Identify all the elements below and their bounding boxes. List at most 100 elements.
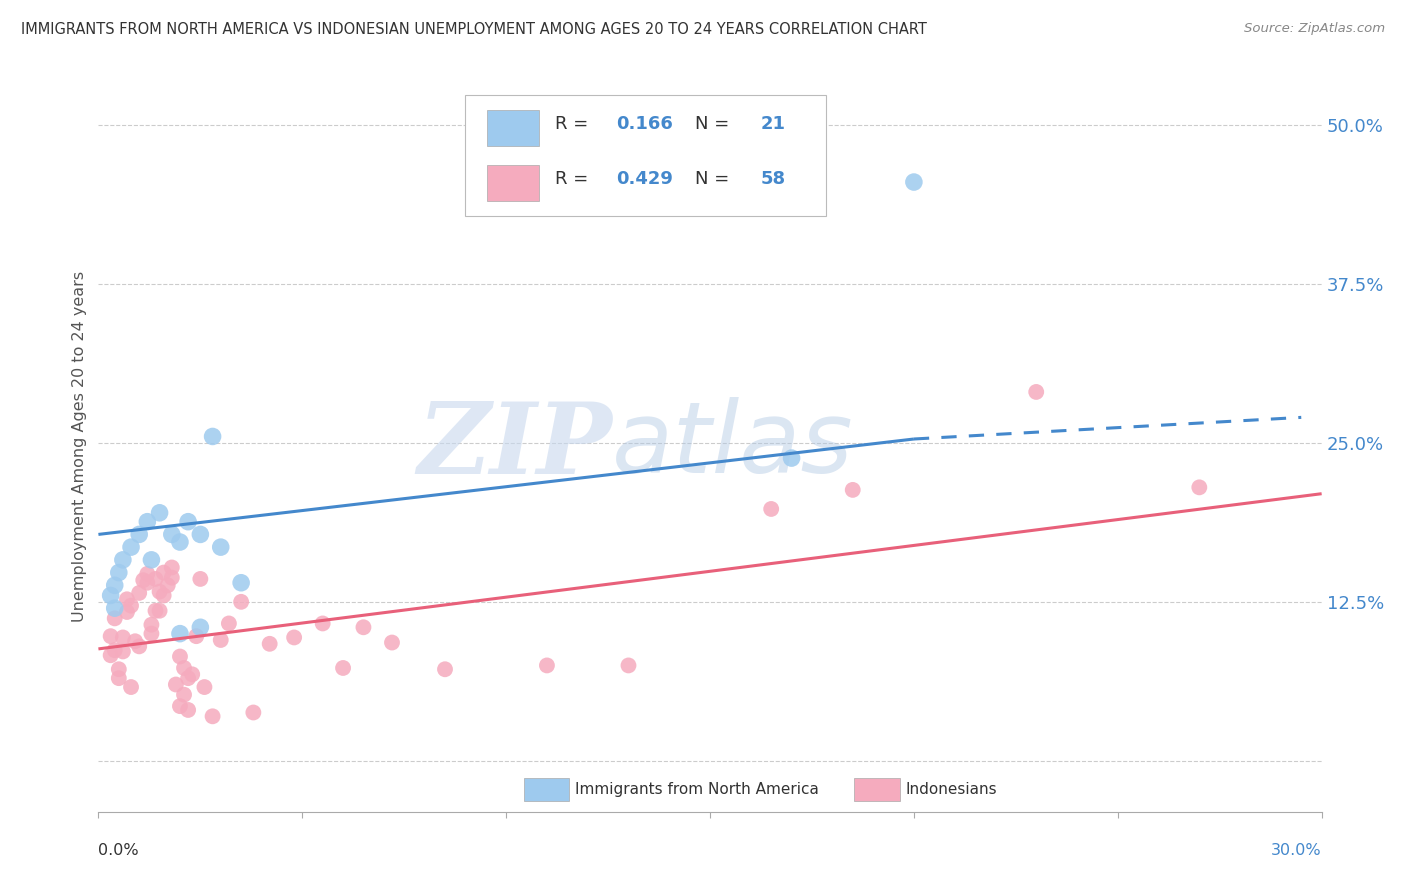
Point bbox=[169, 699, 191, 714]
Point bbox=[177, 703, 200, 717]
Point bbox=[169, 535, 191, 549]
Point bbox=[536, 658, 558, 673]
Point bbox=[173, 661, 195, 675]
Text: 0.429: 0.429 bbox=[616, 170, 672, 188]
Text: Source: ZipAtlas.com: Source: ZipAtlas.com bbox=[1244, 22, 1385, 36]
Point bbox=[434, 662, 457, 676]
Point bbox=[160, 527, 183, 541]
Point bbox=[761, 502, 783, 516]
Point bbox=[108, 662, 131, 676]
Point bbox=[104, 611, 127, 625]
Text: 0.166: 0.166 bbox=[616, 115, 672, 133]
Text: R =: R = bbox=[555, 115, 593, 133]
Point bbox=[312, 616, 335, 631]
Point bbox=[169, 649, 191, 664]
Point bbox=[231, 575, 253, 590]
Point bbox=[181, 667, 204, 681]
Text: N =: N = bbox=[696, 115, 735, 133]
Point bbox=[177, 671, 200, 685]
Point bbox=[115, 592, 138, 607]
Point bbox=[242, 706, 264, 720]
Point bbox=[1025, 384, 1047, 399]
Point bbox=[145, 572, 167, 586]
Point bbox=[352, 620, 374, 634]
Point bbox=[141, 617, 163, 632]
Point bbox=[100, 589, 122, 603]
Point bbox=[160, 571, 183, 585]
Point bbox=[152, 589, 174, 603]
Point bbox=[173, 688, 195, 702]
Text: Immigrants from North America: Immigrants from North America bbox=[575, 781, 820, 797]
Point bbox=[149, 584, 172, 599]
Point bbox=[209, 540, 232, 554]
FancyBboxPatch shape bbox=[488, 110, 538, 145]
Point bbox=[104, 578, 127, 592]
Point bbox=[120, 540, 142, 554]
FancyBboxPatch shape bbox=[488, 165, 538, 201]
Point bbox=[201, 429, 224, 443]
Text: ZIP: ZIP bbox=[418, 398, 612, 494]
Point bbox=[115, 605, 138, 619]
Point bbox=[128, 586, 150, 600]
Text: R =: R = bbox=[555, 170, 593, 188]
Point bbox=[124, 634, 146, 648]
Point bbox=[201, 709, 224, 723]
Point bbox=[136, 575, 159, 590]
Point bbox=[169, 626, 191, 640]
Point bbox=[108, 566, 131, 580]
Point bbox=[231, 595, 253, 609]
FancyBboxPatch shape bbox=[465, 95, 827, 216]
Point bbox=[104, 643, 127, 657]
Point bbox=[100, 648, 122, 663]
Point bbox=[111, 631, 134, 645]
Point bbox=[160, 560, 183, 574]
Point bbox=[188, 572, 212, 586]
Point bbox=[128, 640, 150, 654]
Text: 21: 21 bbox=[761, 115, 785, 133]
Point bbox=[111, 553, 134, 567]
Point bbox=[165, 677, 187, 691]
Point bbox=[381, 635, 404, 649]
Point bbox=[120, 599, 142, 613]
Point bbox=[218, 616, 240, 631]
Point bbox=[128, 527, 150, 541]
Point bbox=[903, 175, 925, 189]
Point bbox=[136, 515, 159, 529]
Point bbox=[186, 629, 208, 643]
FancyBboxPatch shape bbox=[855, 778, 900, 802]
Text: 58: 58 bbox=[761, 170, 786, 188]
Point bbox=[780, 451, 803, 466]
Point bbox=[149, 506, 172, 520]
Point bbox=[332, 661, 354, 675]
Point bbox=[156, 578, 179, 592]
Text: 30.0%: 30.0% bbox=[1271, 843, 1322, 858]
Text: IMMIGRANTS FROM NORTH AMERICA VS INDONESIAN UNEMPLOYMENT AMONG AGES 20 TO 24 YEA: IMMIGRANTS FROM NORTH AMERICA VS INDONES… bbox=[21, 22, 927, 37]
Point bbox=[259, 637, 281, 651]
Point bbox=[617, 658, 640, 673]
Point bbox=[193, 680, 215, 694]
Point bbox=[283, 631, 305, 645]
Point bbox=[111, 644, 134, 658]
Text: atlas: atlas bbox=[612, 398, 853, 494]
Point bbox=[1188, 480, 1211, 494]
Point bbox=[149, 604, 172, 618]
Point bbox=[120, 680, 142, 694]
Point bbox=[152, 566, 174, 580]
Point bbox=[188, 620, 212, 634]
Point bbox=[132, 573, 155, 587]
Point bbox=[100, 629, 122, 643]
Point bbox=[141, 553, 163, 567]
Text: 0.0%: 0.0% bbox=[98, 843, 139, 858]
Point bbox=[136, 566, 159, 581]
Point bbox=[188, 527, 212, 541]
Point bbox=[841, 483, 863, 497]
Point bbox=[108, 671, 131, 685]
Text: N =: N = bbox=[696, 170, 735, 188]
Point bbox=[209, 632, 232, 647]
Point bbox=[104, 601, 127, 615]
Y-axis label: Unemployment Among Ages 20 to 24 years: Unemployment Among Ages 20 to 24 years bbox=[72, 270, 87, 622]
Text: Indonesians: Indonesians bbox=[905, 781, 997, 797]
FancyBboxPatch shape bbox=[524, 778, 569, 802]
Point bbox=[145, 604, 167, 618]
Point bbox=[177, 515, 200, 529]
